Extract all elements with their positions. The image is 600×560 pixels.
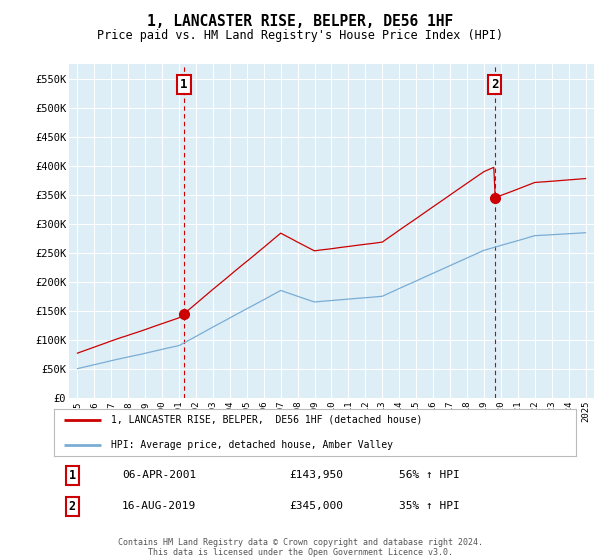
Text: 2: 2 — [491, 78, 499, 91]
Text: 1, LANCASTER RISE, BELPER,  DE56 1HF (detached house): 1, LANCASTER RISE, BELPER, DE56 1HF (det… — [112, 415, 423, 424]
Text: 2: 2 — [69, 500, 76, 513]
Text: Price paid vs. HM Land Registry's House Price Index (HPI): Price paid vs. HM Land Registry's House … — [97, 29, 503, 42]
Text: 1: 1 — [180, 78, 187, 91]
Text: £143,950: £143,950 — [289, 470, 343, 480]
Text: 1, LANCASTER RISE, BELPER, DE56 1HF: 1, LANCASTER RISE, BELPER, DE56 1HF — [147, 14, 453, 29]
Text: £345,000: £345,000 — [289, 501, 343, 511]
Text: Contains HM Land Registry data © Crown copyright and database right 2024.
This d: Contains HM Land Registry data © Crown c… — [118, 538, 482, 557]
Text: 1: 1 — [69, 469, 76, 482]
Text: 56% ↑ HPI: 56% ↑ HPI — [398, 470, 459, 480]
Text: 35% ↑ HPI: 35% ↑ HPI — [398, 501, 459, 511]
Text: 06-APR-2001: 06-APR-2001 — [122, 470, 196, 480]
Text: HPI: Average price, detached house, Amber Valley: HPI: Average price, detached house, Ambe… — [112, 441, 394, 450]
Text: 16-AUG-2019: 16-AUG-2019 — [122, 501, 196, 511]
